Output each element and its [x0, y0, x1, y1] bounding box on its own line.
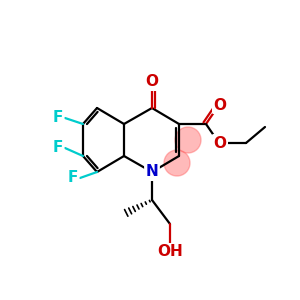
Text: F: F — [52, 110, 63, 125]
Text: O: O — [214, 136, 226, 151]
Text: F: F — [68, 170, 78, 185]
Text: O: O — [146, 74, 158, 89]
Circle shape — [175, 127, 201, 153]
Circle shape — [164, 150, 190, 176]
Text: N: N — [146, 164, 158, 179]
Text: F: F — [52, 140, 63, 155]
Text: O: O — [214, 98, 226, 112]
Text: OH: OH — [157, 244, 183, 260]
